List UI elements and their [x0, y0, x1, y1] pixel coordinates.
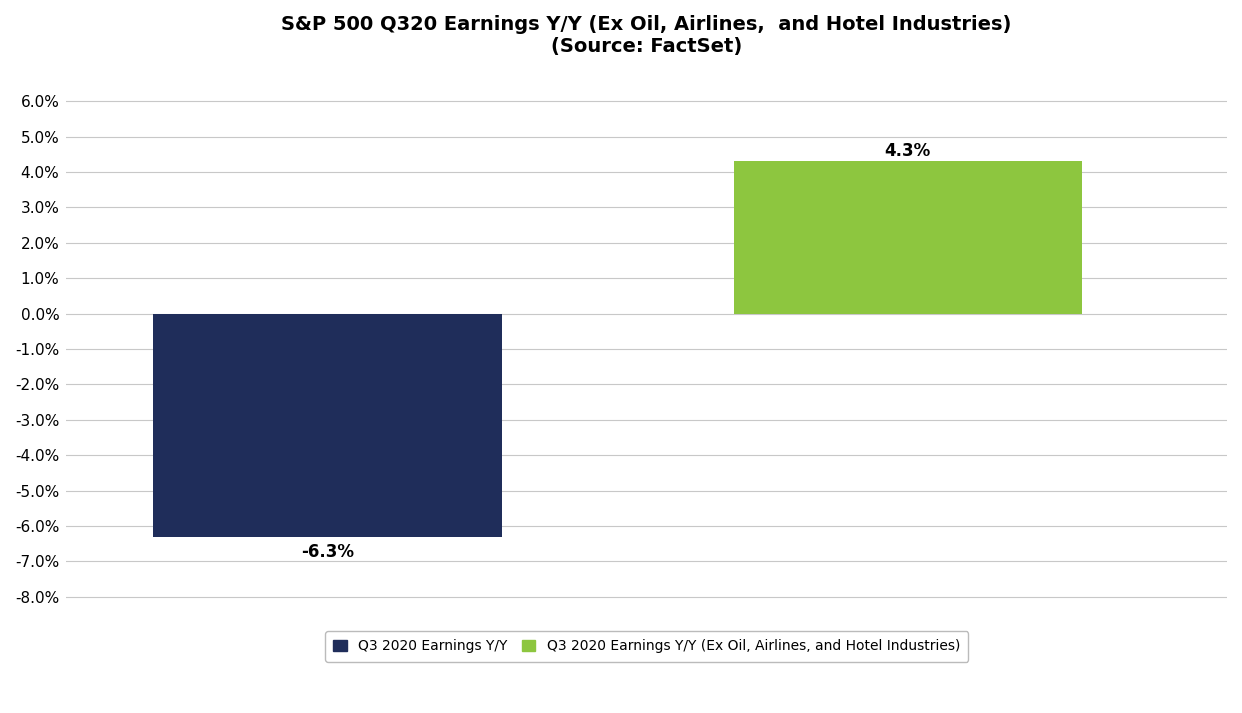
Title: S&P 500 Q320 Earnings Y/Y (Ex Oil, Airlines,  and Hotel Industries)
(Source: Fac: S&P 500 Q320 Earnings Y/Y (Ex Oil, Airli…: [282, 15, 1012, 56]
Bar: [153, 314, 502, 536]
Legend: Q3 2020 Earnings Y/Y, Q3 2020 Earnings Y/Y (Ex Oil, Airlines, and Hotel Industri: Q3 2020 Earnings Y/Y, Q3 2020 Earnings Y…: [325, 631, 969, 662]
Bar: [734, 161, 1082, 314]
Text: -6.3%: -6.3%: [301, 543, 354, 561]
Text: 4.3%: 4.3%: [884, 142, 932, 160]
